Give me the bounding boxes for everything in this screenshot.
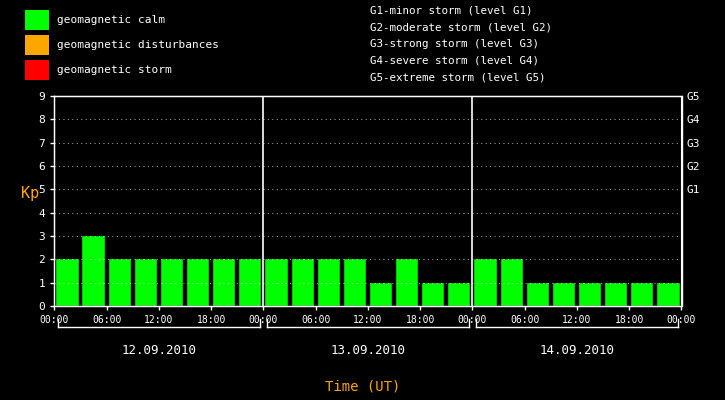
Bar [187,259,210,306]
Bar [370,283,392,306]
Bar [318,259,340,306]
Bar [213,259,236,306]
Text: G2-moderate storm (level G2): G2-moderate storm (level G2) [370,22,552,32]
Bar [161,259,183,306]
Text: G5-extreme storm (level G5): G5-extreme storm (level G5) [370,72,545,82]
Text: geomagnetic disturbances: geomagnetic disturbances [57,40,219,50]
Bar [109,259,130,306]
Bar [135,259,157,306]
Bar [658,283,679,306]
Text: 12.09.2010: 12.09.2010 [121,344,196,357]
Bar [474,259,497,306]
Bar [605,283,627,306]
Text: G1-minor storm (level G1): G1-minor storm (level G1) [370,6,532,16]
Bar [265,259,288,306]
Bar [25,60,49,80]
Bar [500,259,523,306]
Bar [448,283,471,306]
Y-axis label: Kp: Kp [21,186,39,201]
Bar [552,283,575,306]
Text: geomagnetic storm: geomagnetic storm [57,65,172,75]
Bar [25,35,49,55]
Bar [25,10,49,30]
Text: 13.09.2010: 13.09.2010 [331,344,405,357]
Bar [239,259,262,306]
Text: Time (UT): Time (UT) [325,380,400,394]
Bar [83,236,104,306]
Bar [526,283,549,306]
Bar [396,259,418,306]
Bar [631,283,653,306]
Text: geomagnetic calm: geomagnetic calm [57,15,165,25]
Bar [422,283,444,306]
Bar [344,259,366,306]
Text: 14.09.2010: 14.09.2010 [539,344,615,357]
Bar [291,259,314,306]
Text: G4-severe storm (level G4): G4-severe storm (level G4) [370,56,539,66]
Text: G3-strong storm (level G3): G3-strong storm (level G3) [370,39,539,49]
Bar [57,259,78,306]
Bar [579,283,601,306]
